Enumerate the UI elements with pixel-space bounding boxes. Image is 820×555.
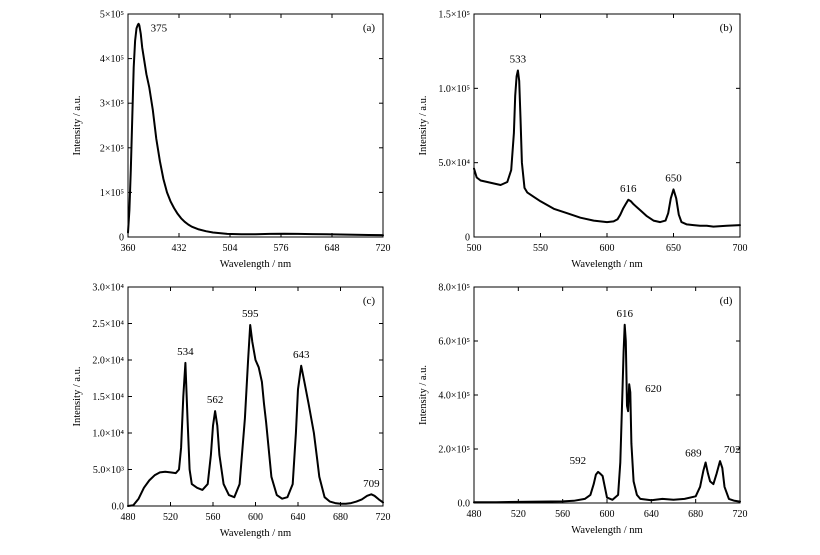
panel-c-y-tick-label: 3.0×10⁴ <box>92 283 124 294</box>
panel-c-y-tick-label: 1.0×10⁴ <box>92 429 124 440</box>
panel-c-label: (c) <box>363 295 376 307</box>
panel-c-x-tick-label: 560 <box>206 512 221 523</box>
panel-a-y-tick-label: 5×10⁵ <box>100 10 124 21</box>
panel-b-peak-label: 650 <box>665 172 682 184</box>
panel-d-peak-label: 620 <box>645 383 662 395</box>
panel-d-x-tick-label: 600 <box>600 509 615 520</box>
panel-b-peak-label: 616 <box>620 183 637 195</box>
panel-c-peak-label: 534 <box>177 346 194 358</box>
panel-a-x-axis-title: Wavelength / nm <box>220 259 291 270</box>
panel-c-y-axis-title: Intensity / a.u. <box>72 366 83 426</box>
panel-d-x-tick-label: 480 <box>467 509 482 520</box>
panel-d-label: (d) <box>720 295 733 307</box>
panel-c-x-tick-label: 640 <box>291 512 306 523</box>
panel-c-x-tick-label: 520 <box>163 512 178 523</box>
panel-b-x-tick-label: 650 <box>666 243 681 254</box>
panel-b-peak-label: 533 <box>510 53 527 65</box>
panel-b: 500 550 600 650 700 0 5.0×10⁴ 1.0×10⁵ 1.5×10⁵ Wav… <box>418 10 748 271</box>
panel-c-y-tick-label: 2.0×10⁴ <box>92 356 124 367</box>
panel-d-peak-label: 702 <box>724 444 741 456</box>
panel-c-x-tick-label: 600 <box>248 512 263 523</box>
panel-d-peak-label: 689 <box>685 448 702 460</box>
panel-a-x-tick-label: 360 <box>121 243 136 254</box>
panel-d-x-tick-label: 640 <box>644 509 659 520</box>
panel-c-spectrum-line <box>127 324 384 507</box>
panel-d-y-tick-label: 4.0×10⁵ <box>438 391 470 402</box>
panel-b-x-tick-label: 550 <box>533 243 548 254</box>
panel-b-x-tick-label: 700 <box>733 243 748 254</box>
panel-c-y-tick-label: 2.5×10⁴ <box>92 319 124 330</box>
panel-c-x-tick-label: 480 <box>121 512 136 523</box>
panel-b-y-tick-label: 1.5×10⁵ <box>438 10 470 21</box>
panel-a-x-tick-label: 576 <box>274 243 289 254</box>
panel-a: 360 432 504 576 648 720 0 1×10⁵ 2×10⁵ 3×10⁵ 4×10⁵ 5… <box>72 10 391 271</box>
panel-a-y-tick-label: 3×10⁵ <box>100 99 124 110</box>
panel-b-y-tick-label: 0 <box>465 233 470 244</box>
panel-c-peak-label: 709 <box>363 478 380 490</box>
panel-d-x-tick-label: 680 <box>688 509 703 520</box>
panel-d-peak-label: 616 <box>616 308 633 320</box>
panel-a-x-tick-label: 504 <box>223 243 238 254</box>
panel-d-x-tick-label: 720 <box>733 509 748 520</box>
panel-a-x-tick-label: 720 <box>376 243 391 254</box>
panel-a-label: (a) <box>363 22 376 34</box>
panel-a-y-tick-label: 2×10⁵ <box>100 143 124 154</box>
panel-c-y-tick-label: 1.5×10⁴ <box>92 392 124 403</box>
panel-a-x-tick-label: 648 <box>325 243 340 254</box>
panel-d-spectrum-line <box>473 323 741 504</box>
panel-d-x-axis-title: Wavelength / nm <box>571 525 642 536</box>
panel-c-x-tick-label: 680 <box>333 512 348 523</box>
panel-b-spectrum-line <box>473 69 741 228</box>
panel-d-y-axis-title: Intensity / a.u. <box>418 365 429 425</box>
panel-b-x-tick-label: 600 <box>600 243 615 254</box>
panel-d: 480 520 560 600 640 680 720 0.0 2.0×10⁵ 4.0×10⁵ 6.… <box>418 283 748 537</box>
panel-a-y-tick-label: 4×10⁵ <box>100 54 124 65</box>
panel-a-y-tick-label: 0 <box>119 233 124 244</box>
panel-a-spectrum-line <box>127 22 384 237</box>
panel-c-y-tick-label: 5.0×10³ <box>93 465 124 476</box>
panel-d-y-tick-label: 6.0×10⁵ <box>438 337 470 348</box>
panel-c-y-tick-label: 0.0 <box>112 502 125 513</box>
panel-b-x-axis-title: Wavelength / nm <box>571 259 642 270</box>
panel-d-y-tick-label: 0.0 <box>458 499 471 510</box>
panel-a-plot-frame <box>127 13 384 238</box>
panel-c-x-tick-label: 720 <box>376 512 391 523</box>
panel-c-peak-label: 595 <box>242 308 259 320</box>
panel-c-peak-label: 562 <box>207 394 224 406</box>
panel-b-x-tick-label: 500 <box>467 243 482 254</box>
panel-c: 480 520 560 600 640 680 720 0.0 5.0×10³ 1.0×10⁴ 1.… <box>72 283 391 540</box>
panel-d-y-tick-label: 2.0×10⁵ <box>438 445 470 456</box>
panel-d-x-tick-label: 520 <box>511 509 526 520</box>
panel-b-y-tick-label: 5.0×10⁴ <box>438 158 470 169</box>
panel-a-y-tick-label: 1×10⁵ <box>100 188 124 199</box>
panel-c-peak-label: 643 <box>293 349 310 361</box>
panel-b-y-tick-label: 1.0×10⁵ <box>438 84 470 95</box>
panel-d-plot-frame <box>473 286 741 504</box>
panel-c-x-axis-title: Wavelength / nm <box>220 528 291 539</box>
panel-a-y-axis-title: Intensity / a.u. <box>72 95 83 155</box>
panel-d-x-tick-label: 560 <box>555 509 570 520</box>
panel-b-y-axis-title: Intensity / a.u. <box>418 95 429 155</box>
panel-d-y-tick-label: 8.0×10⁵ <box>438 283 470 294</box>
panel-b-label: (b) <box>720 22 733 34</box>
panel-d-peak-label: 592 <box>570 455 587 467</box>
panel-a-x-tick-label: 432 <box>172 243 187 254</box>
panel-a-peak-label: 375 <box>151 22 168 34</box>
